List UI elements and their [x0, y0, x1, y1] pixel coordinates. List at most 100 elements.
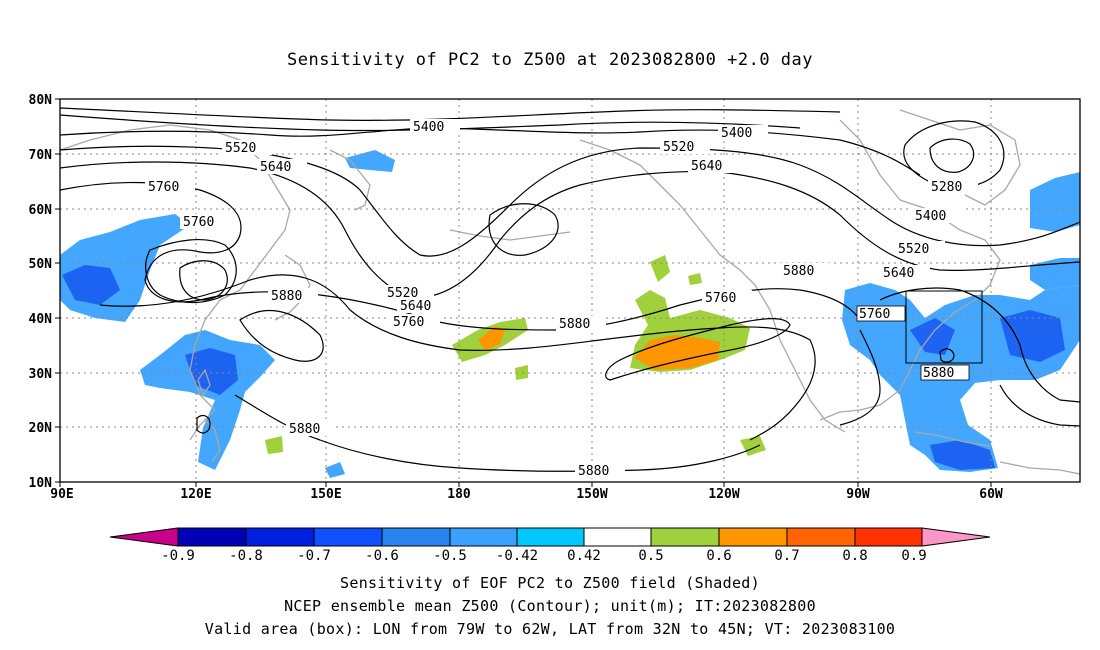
colorbar-segment [786, 527, 856, 547]
colorbar-label: 0.6 [706, 548, 731, 564]
contour-label: 5880 [559, 317, 590, 332]
green-patch-gulf-alaska [650, 255, 670, 282]
contour-label: 5760 [859, 307, 890, 322]
lon-label: 180 [447, 487, 471, 502]
lon-label: 90W [846, 487, 870, 502]
colorbar-label: -0.42 [496, 548, 538, 564]
colorbar-max-arrow [921, 527, 991, 547]
contour-5400 [59, 127, 921, 176]
contour-label: 5760 [393, 315, 424, 330]
contour-label: 5400 [721, 126, 752, 141]
darker-blue-cores [62, 265, 1065, 470]
coast-asia [59, 124, 291, 441]
colorbar-label: -0.7 [297, 548, 331, 564]
core-east-asia [185, 348, 238, 395]
contour-5280-north [59, 107, 841, 121]
contour-5880-west [145, 239, 237, 304]
core-caribbean [930, 440, 995, 470]
colorbar-segment [516, 527, 585, 547]
contour-label: 5400 [915, 209, 946, 224]
colorbar-label: 0.9 [901, 548, 926, 564]
lat-label: 10N [29, 476, 53, 491]
lon-label: 60W [979, 487, 1003, 502]
contour-north-atlantic-low-inner [929, 138, 975, 173]
map-title: Sensitivity of PC2 to Z500 at 2023082800… [286, 50, 813, 70]
footer-line-3: Valid area (box): LON from 79W to 62W, L… [204, 620, 896, 638]
contour-label: 5520 [387, 286, 418, 301]
lat-label: 50N [29, 257, 53, 272]
colorbar-segment [245, 527, 315, 547]
colorbar-label: 0.8 [842, 548, 867, 564]
lat-label: 20N [29, 421, 53, 436]
contour-label: 5640 [400, 299, 431, 314]
lat-labels: 80N 70N 60N 50N 40N 30N 20N 10N [29, 93, 53, 491]
contour-taiwan-small [196, 414, 211, 434]
contour-west-low [179, 260, 228, 301]
contour-label: 5880 [923, 366, 954, 381]
contour-label: 5880 [289, 422, 320, 437]
valid-area-box [905, 290, 983, 364]
blue-patch-north-atlantic [1030, 172, 1080, 232]
colorbar-min-arrow [109, 527, 179, 547]
footer-line-1: Sensitivity of EOF PC2 to Z500 field (Sh… [340, 574, 760, 592]
colorbar-label: -0.6 [365, 548, 399, 564]
lat-label: 40N [29, 312, 53, 327]
lon-label: 120E [180, 487, 211, 502]
blue-patch-north-pacific [345, 150, 395, 172]
coast-taiwan [197, 368, 211, 397]
coast-alaska [579, 139, 846, 433]
contour-label: 5760 [148, 180, 179, 195]
coast-north-america-east [819, 119, 1001, 421]
colorbar-label: 0.7 [774, 548, 799, 564]
lon-label: 120W [708, 487, 739, 502]
contour-5880-pacific-high [605, 317, 791, 381]
green-patch-small-2 [265, 436, 283, 454]
contour-5880-central [99, 274, 816, 441]
blue-patch-small-1 [325, 462, 345, 478]
colorbar-segment [854, 527, 923, 547]
lat-label: 70N [29, 148, 53, 163]
contour-label: 5520 [663, 140, 694, 155]
green-patch-small-5 [688, 273, 702, 285]
colorbar-label: 0.42 [567, 548, 601, 564]
colorbar-segment [650, 527, 720, 547]
axis-ticks [55, 98, 992, 487]
colorbar-segment [177, 527, 247, 547]
orange-patch-east-pacific [635, 335, 720, 370]
lat-label: 80N [29, 93, 53, 108]
footer-line-2: NCEP ensemble mean Z500 (Contour); unit(… [284, 597, 816, 615]
core-atlantic [1000, 310, 1065, 362]
core-us [910, 318, 955, 355]
lon-label: 150E [310, 487, 341, 502]
contour-5520 [59, 145, 1081, 257]
lon-labels: 90E 120E 150E 180 150W 120W 90W 60W [50, 487, 1003, 502]
colorbar-label: -0.5 [433, 548, 467, 564]
lat-label: 60N [29, 203, 53, 218]
colorbar-segment [583, 527, 652, 547]
colorbar [109, 527, 991, 547]
colorbar-labels: -0.9 -0.8 -0.7 -0.6 -0.5 -0.42 0.42 0.5 … [161, 548, 927, 564]
orange-patch-central-pacific [478, 326, 505, 350]
coast-caribbean [914, 431, 991, 447]
contour-small-east [939, 348, 955, 363]
contour-label: 5640 [260, 160, 291, 175]
colorbar-segment [449, 527, 518, 547]
lon-label: 150W [576, 487, 607, 502]
core-west [62, 265, 120, 305]
contour-label: 5640 [691, 159, 722, 174]
contour-north-pacific-low [488, 203, 559, 256]
contour-label: 5400 [413, 120, 444, 135]
contour-label: 5760 [705, 291, 736, 306]
z500-contours [59, 107, 1081, 472]
contour-label: 5520 [225, 141, 256, 156]
lon-label: 90E [50, 487, 73, 502]
contour-label: 5640 [883, 266, 914, 281]
colorbar-label: -0.9 [161, 548, 195, 564]
contour-label: 5880 [578, 464, 609, 479]
contour-5880-sw [239, 310, 324, 362]
coast-south-america [999, 461, 1081, 475]
contour-labels: 5400 5400 5400 5520 5520 5520 5520 5640 … [145, 119, 978, 479]
green-patch-small-4 [515, 365, 528, 380]
blue-patch-east-asia [140, 330, 275, 470]
contour-5640 [59, 161, 1081, 299]
